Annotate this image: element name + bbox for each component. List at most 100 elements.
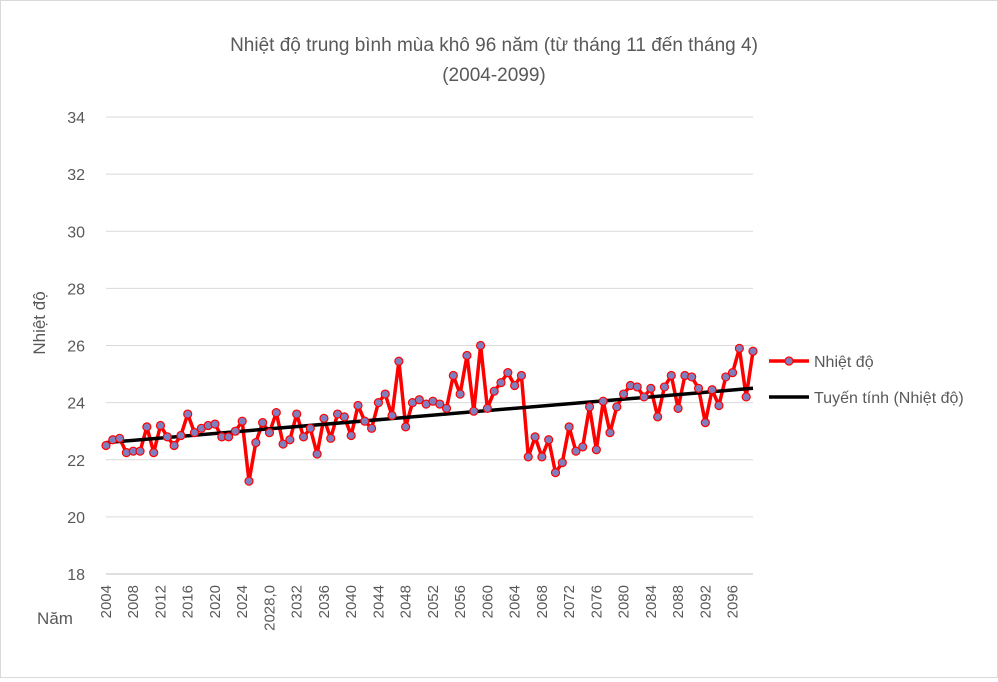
data-point [101,440,111,451]
x-tick-label: 2024 [234,585,251,618]
x-tick-label: 2072 [561,585,578,618]
data-point [448,370,458,381]
data-point [223,432,234,442]
data-point [162,432,172,442]
data-point [503,368,513,378]
data-point [346,430,356,441]
data-point [469,406,479,416]
data-point [230,426,240,436]
data-point [305,423,315,433]
y-tick-label: 32 [67,167,85,184]
y-tick-label: 22 [67,453,85,470]
x-tick-label: 2048 [398,585,415,618]
data-point [516,370,527,381]
data-point [659,382,670,392]
data-point [721,372,731,382]
data-point [646,383,656,393]
data-point [244,476,254,486]
data-point [618,389,629,399]
legend-label-nhiet-do: Nhiệt độ [814,354,874,371]
x-tick-label: 2060 [479,585,496,618]
x-tick-label: 2012 [152,585,169,618]
x-tick-label: 2028,0 [261,585,278,631]
x-tick-label: 2032 [289,585,306,618]
x-tick-labels: 2004 2008 2012 2016 2020 2024 2028,0 2032 2036 20… [98,585,742,631]
data-point [584,402,595,412]
x-tick-label: 2016 [180,585,197,618]
legend-label-trend: Tuyến tính (Nhiệt độ) [814,390,964,407]
data-point [700,418,710,428]
chart-title: Nhiệt độ trung bình mùa khô 96 năm (từ t… [230,35,758,56]
data-point [435,399,445,409]
data-point [496,378,506,388]
data-point [727,368,738,378]
x-tick-label: 2056 [452,585,469,618]
grid-layer [106,116,753,575]
data-point [523,452,533,462]
data-point [387,410,397,421]
data-point [693,383,704,393]
data-point [258,418,268,428]
data-point [312,449,322,459]
data-point [135,446,145,456]
y-tick-label: 30 [67,224,85,241]
x-tick-label: 2080 [616,585,633,618]
data-point [142,422,152,432]
data-point [605,428,615,438]
data-point [639,392,649,402]
data-point [169,440,179,451]
x-tick-label: 2084 [643,585,660,618]
data-point [714,400,724,411]
data-point [489,386,499,396]
data-point [373,398,384,408]
data-point [591,445,601,455]
x-tick-label: 2040 [343,585,360,618]
legend-marker-nhiet-do [784,356,794,366]
data-point [748,346,758,356]
data-point [339,412,349,422]
data-point [292,409,302,419]
data-point [557,458,567,468]
data-point [550,468,561,478]
data-point [441,403,452,413]
data-point [176,430,186,441]
data-point [155,420,166,431]
data-point [475,340,486,351]
data-point [264,428,275,438]
data-point [537,452,547,462]
data-point [183,409,193,419]
x-tick-label: 2008 [125,585,142,618]
data-point [237,416,247,426]
data-point [653,412,663,422]
series-layer [101,340,758,486]
data-point [571,446,581,456]
data-point [632,382,642,392]
y-tick-labels: 18 20 22 24 26 28 30 32 34 [67,110,85,584]
chart-subtitle: (2004-2099) [442,65,546,86]
data-point [462,350,472,361]
y-tick-label: 24 [67,396,85,413]
y-tick-label: 26 [67,339,85,356]
data-point [510,380,520,391]
data-point [326,433,336,443]
x-tick-label: 2052 [425,585,442,618]
x-tick-label: 2068 [534,585,551,618]
data-point [734,343,744,353]
x-tick-label: 2020 [207,585,224,618]
data-point [367,423,377,433]
data-point [115,433,125,443]
y-tick-label: 20 [67,510,85,527]
x-tick-label: 2076 [588,585,605,618]
y-tick-label: 34 [67,110,85,127]
data-point [687,372,697,382]
y-tick-label: 18 [67,567,85,584]
data-point [360,416,370,426]
x-tick-label: 2004 [98,585,115,618]
x-axis-label: Năm [37,609,73,628]
legend: Nhiệt độ Tuyến tính (Nhiệt độ) [769,354,964,407]
data-point [189,428,200,438]
x-tick-label: 2036 [316,585,333,618]
data-point [149,448,159,458]
x-tick-label: 2092 [697,585,714,618]
